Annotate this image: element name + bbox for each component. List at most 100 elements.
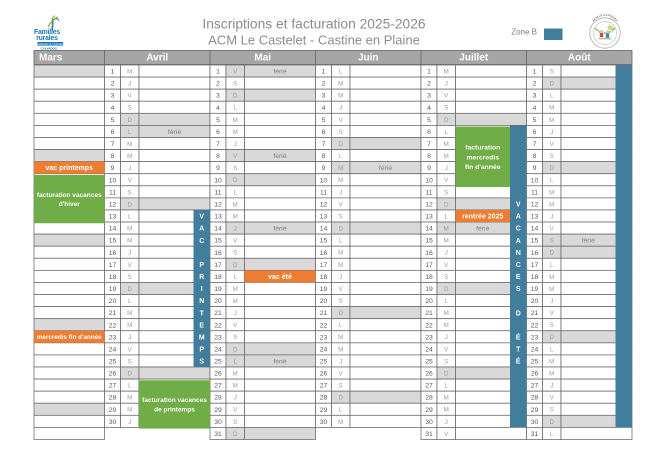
svg-text:16: 16 [425, 250, 433, 257]
svg-text:V: V [128, 93, 133, 100]
svg-text:V: V [233, 238, 238, 245]
svg-text:13: 13 [214, 214, 222, 221]
svg-text:L: L [445, 213, 449, 220]
svg-text:mercredis fin d'année: mercredis fin d'année [37, 334, 102, 341]
svg-text:Avril: Avril [146, 53, 168, 64]
svg-text:M: M [549, 286, 554, 293]
svg-text:15: 15 [214, 238, 222, 245]
svg-text:M: M [549, 189, 554, 196]
svg-text:V: V [550, 141, 555, 148]
svg-text:7: 7 [216, 141, 220, 148]
svg-text:10: 10 [109, 177, 117, 184]
svg-text:férié: férié [273, 359, 286, 366]
svg-text:D: D [339, 395, 344, 402]
svg-text:férié: férié [168, 129, 181, 136]
svg-text:1: 1 [533, 69, 537, 76]
svg-text:18: 18 [425, 274, 433, 281]
svg-text:M: M [338, 165, 343, 172]
svg-text:L: L [550, 431, 554, 438]
svg-text:L: L [234, 358, 238, 365]
svg-text:M: M [444, 238, 449, 245]
svg-text:ACM Le Castelet - Castine en P: ACM Le Castelet - Castine en Plaine [208, 33, 420, 48]
svg-text:férié: férié [476, 226, 489, 233]
svg-text:E: E [199, 322, 204, 329]
svg-text:S: S [128, 274, 132, 281]
svg-text:facturation vacances: facturation vacances [37, 192, 102, 199]
svg-text:L: L [128, 298, 132, 305]
svg-text:S: S [444, 358, 448, 365]
svg-text:11: 11 [320, 189, 327, 196]
svg-text:14: 14 [214, 226, 222, 233]
svg-text:S: S [339, 129, 343, 136]
svg-text:E: E [516, 274, 521, 281]
svg-text:29: 29 [109, 407, 117, 414]
svg-text:17: 17 [214, 262, 222, 269]
svg-text:S: S [233, 250, 237, 257]
svg-text:L: L [445, 298, 449, 305]
svg-text:M: M [233, 213, 238, 220]
svg-text:Fédération du Calvados: Fédération du Calvados [37, 42, 65, 46]
svg-text:D: D [233, 93, 238, 100]
svg-text:21: 21 [320, 310, 328, 317]
svg-text:L: L [234, 105, 238, 112]
svg-text:S: S [516, 286, 521, 293]
svg-text:29: 29 [214, 407, 222, 414]
svg-text:L: L [128, 213, 132, 220]
svg-text:Zone B: Zone B [511, 28, 537, 37]
svg-text:Mai: Mai [254, 53, 271, 64]
svg-text:D: D [233, 431, 238, 438]
svg-text:8: 8 [111, 153, 115, 160]
svg-text:6: 6 [216, 129, 220, 136]
svg-text:14: 14 [109, 226, 117, 233]
svg-text:14: 14 [531, 226, 539, 233]
svg-text:7: 7 [427, 141, 431, 148]
svg-text:J: J [445, 165, 448, 172]
svg-text:M: M [444, 395, 449, 402]
svg-text:V: V [444, 431, 449, 438]
svg-text:D: D [128, 201, 133, 208]
svg-text:17: 17 [531, 262, 539, 269]
svg-text:J: J [550, 213, 553, 220]
svg-text:13: 13 [109, 214, 117, 221]
svg-text:9: 9 [216, 165, 220, 172]
svg-text:V: V [128, 346, 133, 353]
svg-text:22: 22 [214, 322, 222, 329]
svg-text:D: D [128, 370, 133, 377]
svg-text:V: V [444, 346, 449, 353]
svg-text:29: 29 [531, 407, 539, 414]
svg-text:V: V [339, 201, 344, 208]
svg-text:4: 4 [111, 105, 115, 112]
svg-text:D: D [444, 286, 449, 293]
svg-text:27: 27 [425, 383, 433, 390]
svg-text:18: 18 [214, 274, 222, 281]
svg-text:6: 6 [322, 129, 326, 136]
svg-text:20: 20 [320, 298, 328, 305]
svg-text:A: A [199, 226, 204, 233]
svg-text:14: 14 [425, 226, 433, 233]
svg-text:1: 1 [216, 69, 220, 76]
svg-text:M: M [444, 141, 449, 148]
svg-text:S: S [550, 322, 554, 329]
svg-text:D: D [550, 81, 555, 88]
svg-text:D: D [339, 141, 344, 148]
svg-text:M: M [233, 201, 238, 208]
svg-text:D: D [516, 310, 521, 317]
svg-text:M: M [233, 117, 238, 124]
svg-text:Juin: Juin [358, 53, 379, 64]
svg-text:M: M [127, 310, 132, 317]
svg-text:18: 18 [531, 274, 539, 281]
svg-text:M: M [233, 298, 238, 305]
svg-text:S: S [550, 68, 554, 75]
svg-text:11: 11 [109, 189, 116, 196]
svg-text:V: V [339, 117, 344, 124]
svg-text:10: 10 [214, 177, 222, 184]
svg-text:D: D [444, 117, 449, 124]
svg-text:R: R [199, 274, 204, 281]
svg-text:S: S [550, 153, 554, 160]
svg-text:19: 19 [214, 286, 222, 293]
svg-text:7: 7 [322, 141, 326, 148]
svg-text:M: M [233, 370, 238, 377]
svg-text:J: J [339, 189, 342, 196]
svg-text:8: 8 [533, 153, 537, 160]
svg-text:7: 7 [111, 141, 115, 148]
